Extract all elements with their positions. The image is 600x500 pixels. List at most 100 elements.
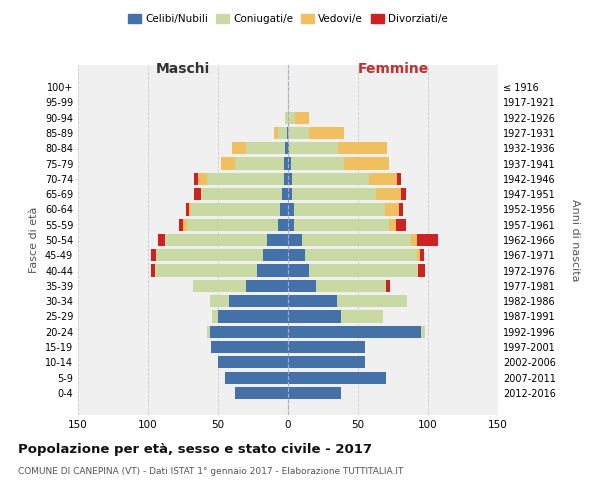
Bar [288,295,337,308]
Y-axis label: Anni di nascita: Anni di nascita [569,198,580,281]
Bar [418,264,425,276]
Bar [186,204,188,216]
Bar [344,158,389,170]
Bar [183,218,187,231]
Bar [263,249,288,262]
Bar [267,234,288,246]
Bar [288,112,295,124]
Bar [291,158,344,170]
Bar [292,172,369,185]
Bar [295,112,309,124]
Bar [288,356,365,368]
Bar [288,372,386,384]
Bar [278,218,288,231]
Bar [218,356,288,368]
Bar [199,172,207,185]
Bar [283,188,288,200]
Bar [246,142,285,154]
Bar [421,326,425,338]
Bar [285,112,288,124]
Bar [293,204,385,216]
Bar [305,249,417,262]
Bar [274,127,278,139]
Bar [385,204,398,216]
Legend: Celibi/Nubili, Coniugati/e, Vedovi/e, Divorziati/e: Celibi/Nubili, Coniugati/e, Vedovi/e, Di… [124,10,452,29]
Y-axis label: Fasce di età: Fasce di età [29,207,39,273]
Bar [288,387,341,399]
Bar [289,142,338,154]
Bar [411,234,417,246]
Bar [194,188,201,200]
Bar [207,326,209,338]
Bar [288,310,341,322]
Bar [288,249,305,262]
Bar [221,158,235,170]
Bar [232,142,246,154]
Bar [288,204,293,216]
Bar [288,172,292,185]
Bar [151,264,155,276]
Bar [398,204,403,216]
Bar [369,172,397,185]
Bar [302,234,411,246]
Bar [187,218,278,231]
Bar [207,172,284,185]
Bar [165,234,267,246]
Bar [235,387,288,399]
Text: Femmine: Femmine [358,62,428,76]
Bar [218,310,288,322]
Bar [151,249,157,262]
Bar [309,127,344,139]
Bar [225,372,288,384]
Bar [288,188,292,200]
Bar [284,172,288,185]
Bar [401,188,406,200]
Bar [396,218,406,231]
Bar [288,142,289,154]
Bar [397,172,401,185]
Text: Maschi: Maschi [156,62,210,76]
Bar [280,204,288,216]
Bar [288,341,365,353]
Bar [386,280,390,292]
Bar [309,264,418,276]
Bar [338,142,388,154]
Bar [284,158,288,170]
Bar [376,188,401,200]
Bar [341,310,383,322]
Text: COMUNE DI CANEPINA (VT) - Dati ISTAT 1° gennaio 2017 - Elaborazione TUTTITALIA.I: COMUNE DI CANEPINA (VT) - Dati ISTAT 1° … [18,468,403,476]
Bar [201,188,283,200]
Text: Popolazione per età, sesso e stato civile - 2017: Popolazione per età, sesso e stato civil… [18,442,372,456]
Bar [212,310,218,322]
Bar [288,326,421,338]
Bar [179,218,183,231]
Bar [288,127,309,139]
Bar [209,326,288,338]
Bar [188,204,191,216]
Bar [292,188,376,200]
Bar [278,127,287,139]
Bar [257,264,288,276]
Bar [155,264,257,276]
Bar [337,295,407,308]
Bar [287,127,288,139]
Bar [288,280,316,292]
Bar [288,234,302,246]
Bar [209,295,229,308]
Bar [419,249,424,262]
Bar [417,234,438,246]
Bar [157,249,263,262]
Bar [194,172,199,185]
Bar [158,234,165,246]
Bar [235,158,284,170]
Bar [316,280,386,292]
Bar [193,280,246,292]
Bar [285,142,288,154]
Bar [246,280,288,292]
Bar [211,341,288,353]
Bar [389,218,396,231]
Bar [293,218,389,231]
Bar [288,218,293,231]
Bar [288,158,291,170]
Bar [288,96,289,108]
